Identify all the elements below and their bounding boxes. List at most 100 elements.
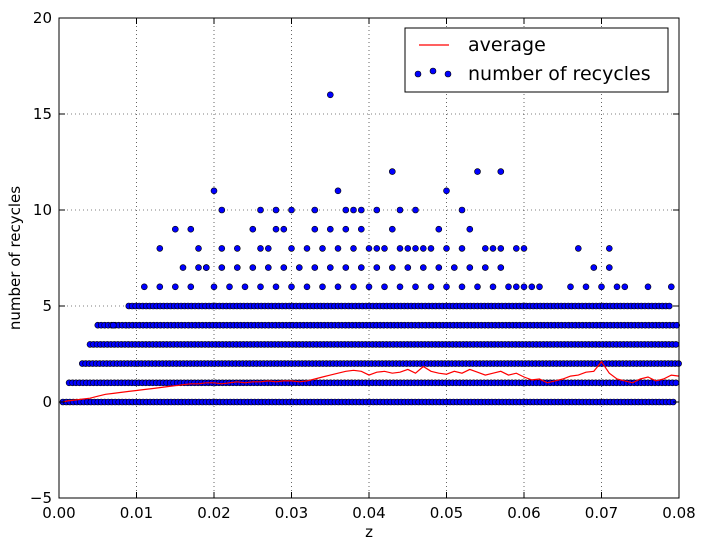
scatter-point (481, 245, 489, 252)
scatter-point (319, 283, 326, 291)
scatter-point (458, 245, 466, 252)
scatter-point (218, 264, 226, 271)
scatter-point (427, 283, 435, 291)
scatter-point (466, 225, 474, 233)
scatter-point (365, 283, 373, 291)
scatter-point (481, 264, 489, 271)
scatter-point (350, 283, 357, 291)
scatter-point (110, 321, 117, 329)
scatter-point (326, 225, 334, 233)
scatter-point (388, 168, 396, 175)
scatter-point (357, 264, 365, 271)
scatter-point (342, 206, 350, 214)
x-tick-label: 0.06 (507, 504, 540, 522)
scatter-point (388, 264, 396, 271)
scatter-point (404, 245, 412, 252)
scatter-point (234, 245, 241, 252)
scatter-point (141, 283, 148, 291)
scatter-point (187, 283, 195, 291)
y-axis-label: number of recycles (6, 186, 24, 330)
scatter-point (644, 283, 652, 291)
axis-ticks (58, 17, 680, 499)
scatter-point (435, 225, 443, 233)
scatter-point (210, 283, 218, 291)
scatter-point (427, 245, 435, 252)
scatter-point (365, 245, 373, 252)
y-tick-label: −5 (30, 489, 52, 507)
y-tick-labels: −5 0 5 10 15 20 (30, 9, 52, 507)
scatter-point (303, 245, 311, 252)
scatter-point (334, 245, 342, 252)
scatter-point (381, 245, 388, 252)
scatter-point (295, 264, 303, 271)
scatter-point (672, 379, 680, 387)
x-axis-label: z (365, 523, 373, 541)
scatter-point (156, 283, 164, 291)
scatter-points (59, 91, 682, 406)
x-tick-label: 0.04 (352, 504, 385, 522)
legend-box (404, 27, 669, 93)
scatter-point (458, 283, 466, 291)
scatter-point (280, 225, 288, 233)
legend-recycles-marker-1 (414, 70, 422, 78)
scatter-point (311, 206, 319, 214)
scatter-point (567, 283, 574, 291)
scatter-point (288, 283, 295, 291)
x-tick-label: 0.02 (197, 504, 230, 522)
scatter-point (520, 245, 528, 252)
scatter-point (234, 264, 241, 271)
scatter-point (288, 245, 295, 252)
scatter-point (605, 264, 613, 271)
scatter-point (497, 168, 505, 175)
scatter-point (412, 283, 419, 291)
scatter-point (218, 245, 226, 252)
x-tick-label: 0.07 (585, 504, 618, 522)
legend-average-label: average (468, 34, 546, 56)
scatter-point (419, 264, 427, 271)
scatter-point (512, 245, 520, 252)
y-tick-label: 10 (33, 201, 52, 219)
scatter-point (342, 264, 350, 271)
scatter-point (172, 283, 179, 291)
scatter-point (303, 283, 311, 291)
scatter-point (665, 302, 673, 310)
scatter-point (450, 264, 458, 271)
x-tick-label: 0.05 (430, 504, 463, 522)
scatter-point (249, 264, 257, 271)
scatter-point (373, 264, 381, 271)
scatter-point (667, 283, 675, 291)
scatter-point (381, 283, 388, 291)
x-tick-label: 0.00 (42, 504, 75, 522)
scatter-point (412, 245, 419, 252)
scatter-point (272, 283, 280, 291)
scatter-point (373, 245, 381, 252)
scatter-point (156, 245, 164, 252)
scatter-point (474, 168, 481, 175)
scatter-point (520, 283, 528, 291)
scatter-point (264, 264, 272, 271)
scatter-point (512, 283, 520, 291)
x-tick-labels: 0.00 0.01 0.02 0.03 0.04 0.05 0.06 0.07 0.08 (42, 504, 695, 522)
scatter-point (195, 245, 202, 252)
legend-recycles-marker-3 (444, 70, 452, 78)
scatter-point (435, 264, 443, 271)
scatter-point (272, 206, 280, 214)
scatter-point (590, 264, 598, 271)
average-line (62, 360, 680, 403)
scatter-point (489, 245, 497, 252)
scatter-point (326, 91, 334, 99)
scatter-point (334, 187, 342, 195)
scatter-point (404, 264, 412, 271)
scatter-point (536, 283, 543, 291)
scatter-point (203, 264, 210, 271)
scatter-point (672, 341, 680, 348)
scatter-point (280, 264, 288, 271)
scatter-point (613, 283, 621, 291)
scatter-point (241, 283, 249, 291)
legend: average number of recycles (404, 27, 669, 93)
scatter-point (528, 283, 536, 291)
scatter-point (582, 283, 590, 291)
scatter-point (443, 245, 450, 252)
scatter-point (249, 225, 257, 233)
